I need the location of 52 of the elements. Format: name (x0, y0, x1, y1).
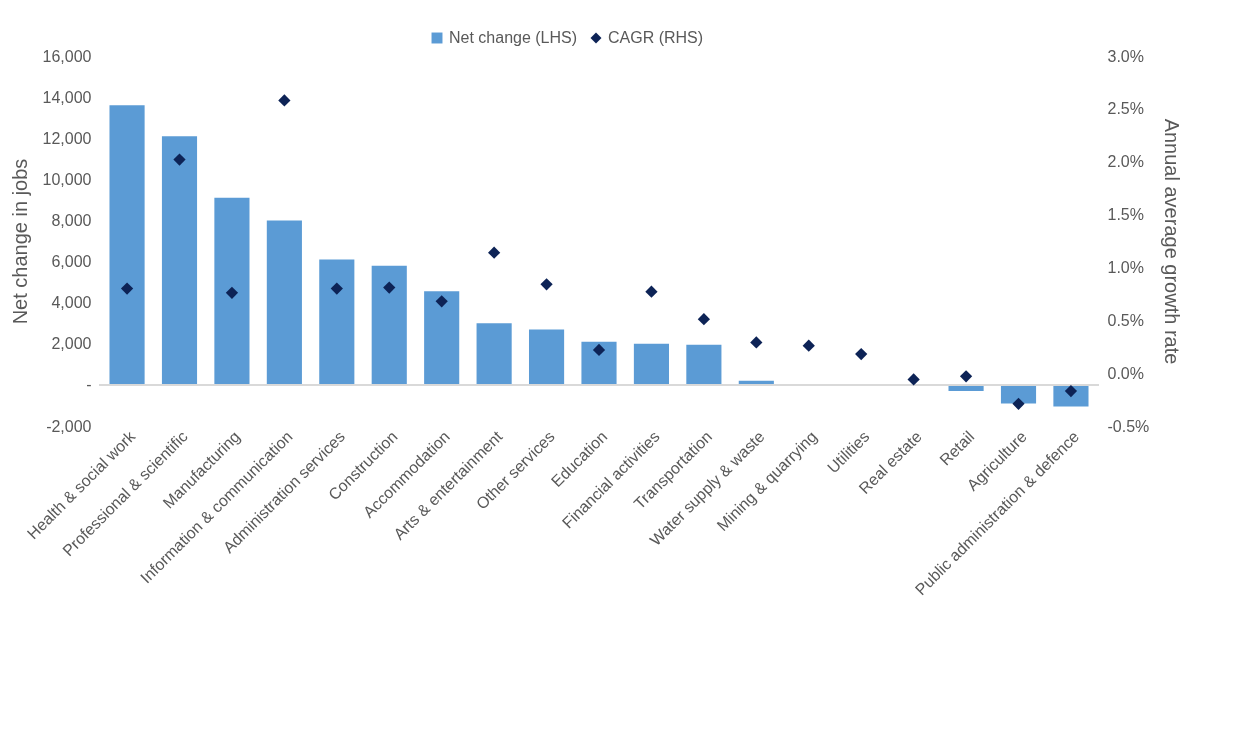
bar (424, 291, 460, 385)
bar (528, 329, 565, 385)
bar (686, 344, 722, 385)
bar (109, 105, 145, 385)
point (855, 347, 868, 361)
point (173, 153, 186, 166)
bar (266, 220, 302, 385)
point (383, 281, 396, 294)
y2-tick-label: 2.5% (1107, 100, 1144, 118)
y-tick-label: 14,000 (42, 88, 92, 106)
bar (371, 265, 407, 385)
point (1012, 397, 1025, 410)
y2-tick-label: -0.5% (1107, 417, 1150, 435)
y2-tick-label: 2.0% (1107, 153, 1144, 171)
y-tick-label: 16,000 (42, 47, 92, 65)
bar (581, 341, 617, 385)
y2-tick-label: 3.0% (1107, 47, 1144, 65)
y-tick-label: 8,000 (51, 211, 92, 229)
bar (476, 323, 512, 385)
point (435, 295, 448, 308)
legend-label: CAGR (RHS) (608, 29, 704, 46)
point (225, 286, 239, 299)
point (488, 246, 501, 259)
bar (214, 197, 250, 385)
point (540, 278, 553, 291)
bar (161, 136, 198, 385)
y2-tick-label: 0.5% (1107, 311, 1144, 329)
y-axis-title: Net change in jobs (8, 158, 31, 325)
point (278, 94, 291, 107)
y2-tick-label: 0.0% (1107, 364, 1144, 382)
y-tick-label: 10,000 (42, 170, 92, 188)
point (802, 339, 815, 352)
y-tick-label: -2,000 (46, 417, 92, 435)
bar (319, 259, 355, 385)
y-tick-label: 12,000 (42, 129, 92, 147)
y2-tick-label: 1.5% (1107, 206, 1144, 224)
point (907, 373, 920, 386)
point (120, 282, 134, 295)
bar (633, 343, 670, 385)
y-tick-label: 2,000 (51, 335, 92, 353)
y-tick-label: 6,000 (51, 253, 92, 271)
point (750, 336, 763, 349)
y2-axis-title: Annual average growth rate (1161, 118, 1184, 365)
y-tick-label: - (86, 376, 92, 394)
y-tick-label: 4,000 (51, 294, 92, 312)
point (697, 313, 710, 326)
point (959, 370, 973, 383)
y2-tick-label: 1.0% (1107, 258, 1144, 276)
point (645, 285, 658, 298)
point (592, 343, 606, 357)
point (330, 282, 343, 295)
legend-label: Net change (LHS) (449, 29, 578, 46)
